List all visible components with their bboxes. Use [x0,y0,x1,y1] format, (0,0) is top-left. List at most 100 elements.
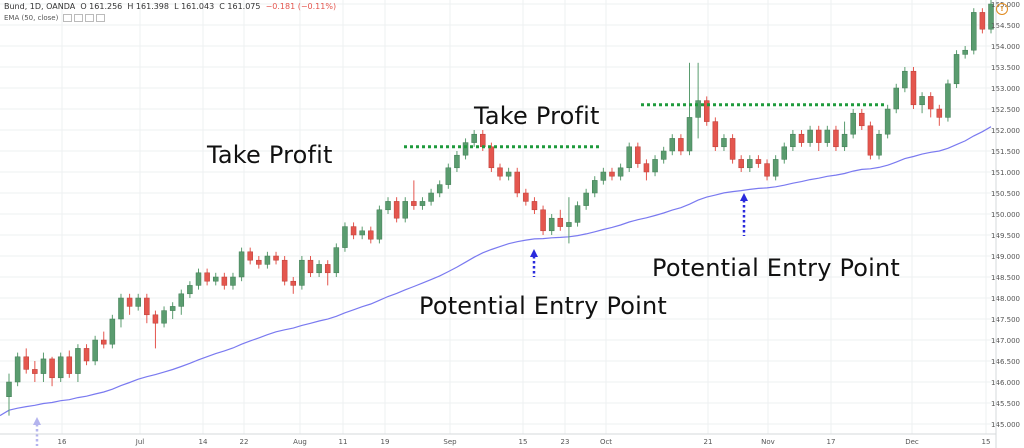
candle-body [626,146,632,169]
time-tick-label: 21 [704,438,713,446]
candle-body [927,96,934,110]
candle-body [307,259,314,274]
candle [83,344,90,366]
candle [514,167,520,198]
candle-body [566,222,572,227]
candle-body [333,247,340,274]
alert-icon[interactable]: ! [996,3,1008,15]
candle-body [471,133,477,143]
close-icon[interactable] [84,14,94,22]
candle [557,209,564,231]
eye-icon[interactable] [62,14,72,22]
candle-body [712,121,719,148]
price-tick-label: 146.500 [991,358,1020,366]
take-profit-label-1: Take Profit [207,141,333,169]
candle [592,176,598,198]
candle-body [755,159,762,164]
candle [6,373,12,416]
candle-body [988,3,994,30]
candle-body [144,297,150,316]
candle-body [66,356,73,374]
candle-body [161,310,167,324]
take-profit-levels [404,103,884,149]
candle-body [14,356,21,383]
candle-body [230,276,236,286]
candle-body [979,12,986,30]
candle-body [324,264,331,274]
arrow-head [740,193,748,201]
candle-body [411,201,417,206]
candle [764,159,770,181]
settings-icon[interactable] [73,14,83,22]
candle-body [290,280,297,286]
candle-body [187,285,193,295]
candle-body [195,272,202,286]
candle [471,130,477,147]
price-tick-label: 151.500 [991,148,1020,156]
candle [910,67,917,109]
candle-body [781,146,788,160]
candle-body [6,381,12,397]
entry-arrow-1 [530,249,538,277]
arrow-head [33,417,41,425]
candle [195,268,202,290]
price-tick-label: 150.000 [991,211,1020,219]
price-axis[interactable]: 155.000154.500154.000153.500153.000152.5… [991,0,1020,448]
candle-body [49,358,55,379]
indicator-legend[interactable]: EMA (50, close) [4,14,105,22]
candle-body [919,96,925,106]
candle [49,356,55,387]
candle-body [152,314,159,324]
time-tick-label: Aug [293,438,307,446]
time-tick-label: 15 [982,438,991,446]
price-tick-label: 149.500 [991,232,1020,240]
price-tick-label: 150.500 [991,190,1020,198]
candle-body [497,167,503,177]
candle [919,92,925,114]
candle [256,256,262,269]
candle [867,121,874,160]
price-tick-label: 152.500 [991,106,1020,114]
candle [729,134,736,164]
price-tick-label: 145.000 [991,421,1020,429]
time-axis[interactable]: 16 Jul 14 22 Aug 11 19 Sep 15 23 Oct 21 Nov 17 Dec 15 [0,433,996,446]
candle-body [40,358,47,374]
candle-body [884,108,891,135]
candle [876,130,882,160]
candle [979,8,986,34]
candle [833,125,839,151]
entry-arrows [33,193,748,446]
price-tick-label: 149.000 [991,253,1020,261]
price-tick-label: 145.500 [991,400,1020,408]
entry-arrow-2 [740,193,748,236]
candle-body [23,356,29,370]
candle [299,256,305,290]
candle [92,335,98,366]
candle [600,167,607,185]
candle-body [962,49,968,55]
candle-body [747,159,753,169]
candle-body [703,100,710,122]
more-icon[interactable] [95,14,105,22]
candle [428,188,434,206]
candle [350,222,357,240]
candle [703,96,710,126]
candle [841,121,848,151]
candle [169,302,176,319]
candle [109,314,116,349]
candle [755,155,762,168]
candle [988,0,994,34]
candle-body [350,226,357,236]
candle-body [316,264,322,274]
candle [204,268,210,286]
candle-body [32,369,38,374]
candle [316,260,322,277]
candle-body [643,163,650,173]
candle-body [548,217,555,232]
candle-body [92,339,98,362]
candle-body [600,171,607,181]
candle-body [178,293,185,307]
candle-body [126,297,133,307]
candle [850,109,856,139]
